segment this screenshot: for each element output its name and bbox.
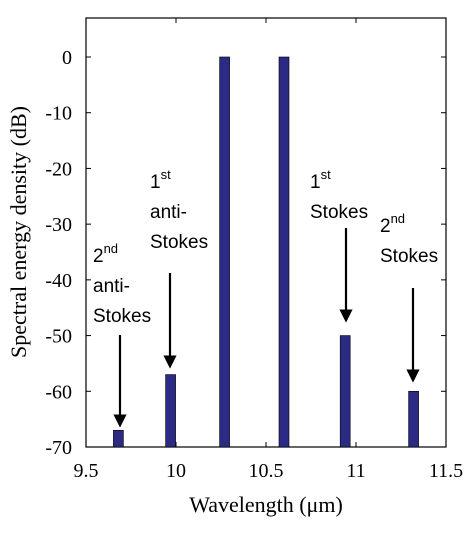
annotation-line: anti-: [93, 276, 130, 297]
plot-frame: [85, 17, 447, 448]
bar: [408, 390, 419, 448]
annotation-order: 1: [150, 172, 161, 193]
annotation: 1st: [310, 167, 331, 193]
bar: [165, 374, 176, 448]
y-tick-label: -50: [45, 326, 72, 348]
annotation: 2nd: [93, 241, 118, 267]
bar: [113, 429, 124, 448]
x-tick-label: 10.5: [249, 460, 284, 482]
x-axis-label: Wavelength (μm): [189, 492, 343, 517]
annotation-suffix: st: [161, 167, 172, 182]
y-tick-label: -10: [45, 103, 72, 125]
annotation-line: Stokes: [150, 232, 208, 253]
annotation-line: Stokes: [380, 246, 438, 267]
y-tick-label: -20: [45, 158, 72, 180]
y-tick-label: -60: [45, 381, 72, 403]
annotation: 2nd: [380, 211, 405, 237]
annotation-line: Stokes: [310, 202, 368, 223]
x-tick-label: 11.5: [429, 460, 463, 482]
annotation-order: 2: [380, 216, 391, 237]
y-tick-label: -30: [45, 214, 72, 236]
annotation: 1st: [150, 167, 171, 193]
y-tick-label: 0: [62, 47, 72, 69]
x-tick-label: 10: [166, 460, 186, 482]
annotation-line: Stokes: [93, 306, 151, 327]
y-axis-label: Spectral energy density (dB): [6, 106, 31, 358]
annotation-order: 1: [310, 172, 321, 193]
x-tick-label: 9.5: [74, 460, 99, 482]
annotation-suffix: nd: [391, 211, 405, 226]
y-tick-label: -40: [45, 270, 72, 292]
annotation-line: anti-: [150, 202, 187, 223]
bar: [278, 56, 290, 448]
x-tick-label: 11: [346, 460, 365, 482]
y-tick-label: -70: [45, 437, 72, 459]
annotation-suffix: nd: [104, 241, 118, 256]
annotation-suffix: st: [321, 167, 332, 182]
bar: [339, 335, 351, 448]
annotation-order: 2: [93, 246, 104, 267]
bar: [219, 56, 230, 448]
